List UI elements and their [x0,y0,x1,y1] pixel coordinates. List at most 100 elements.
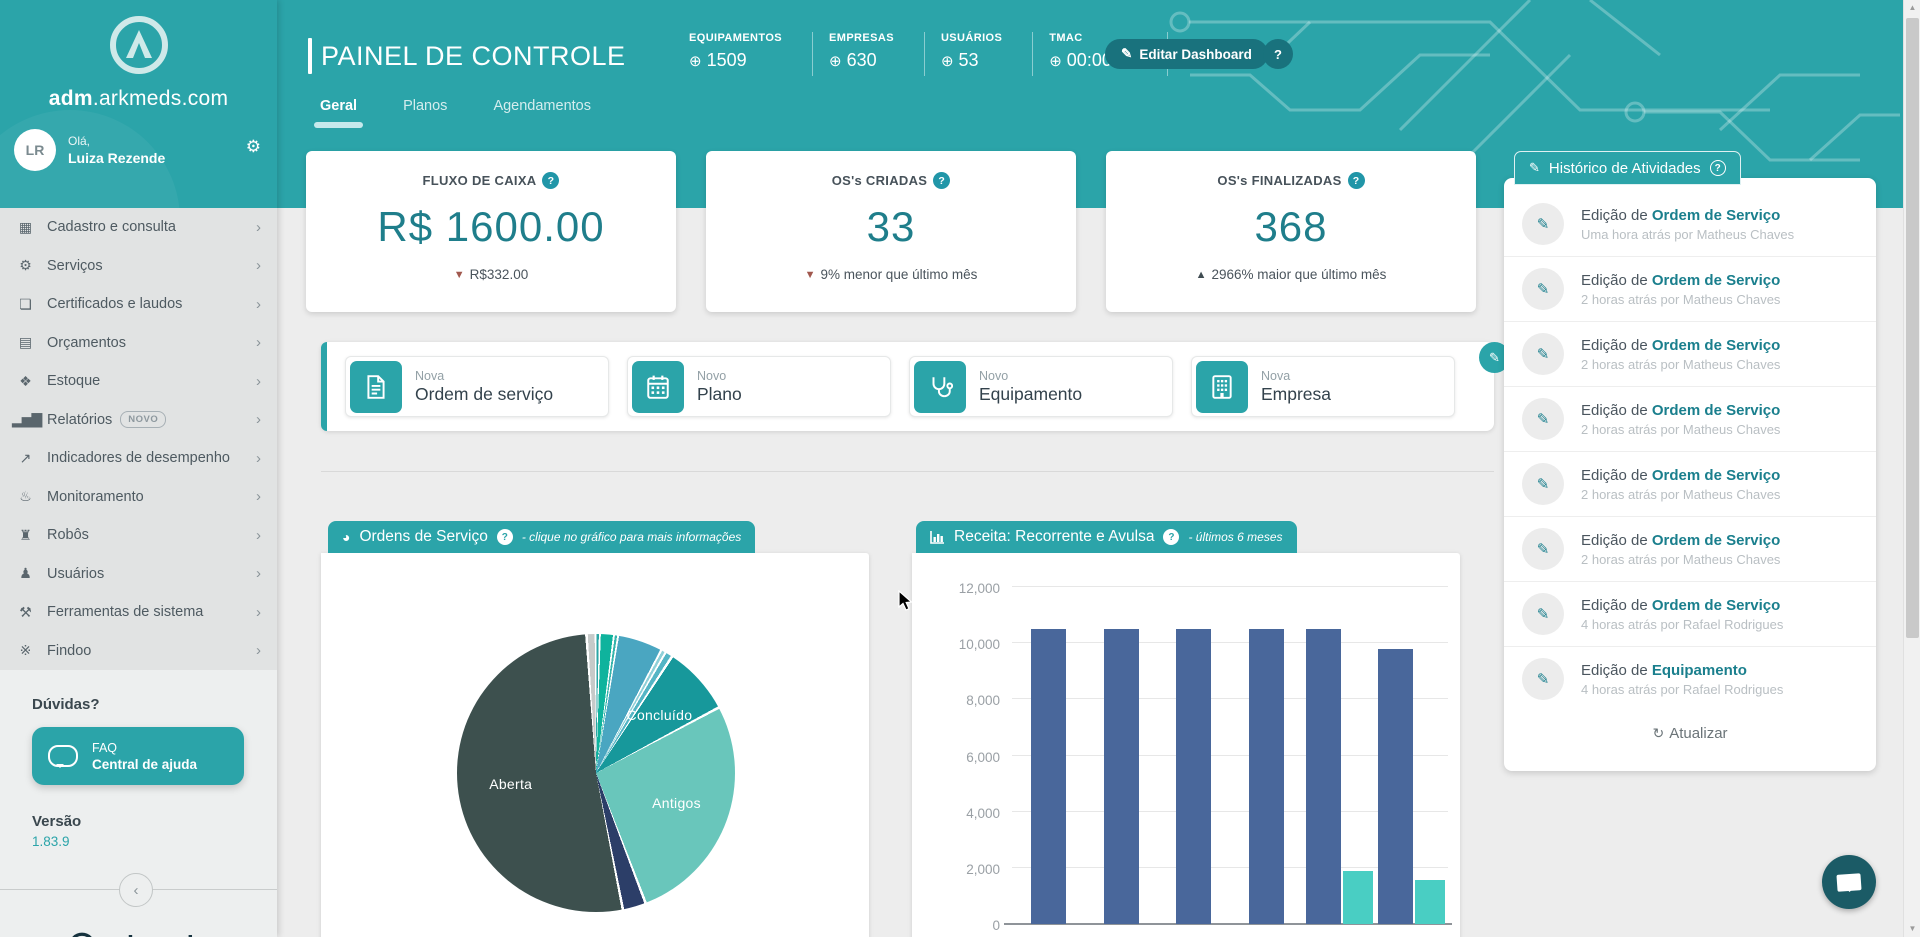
kpi-delta-text: R$332.00 [469,267,529,282]
bar-chart-title: Receita: Recorrente e Avulsa [954,528,1155,545]
arkmeds-footer-logo-icon [72,932,93,937]
tab-agendamentos[interactable]: Agendamentos [493,98,591,114]
activity-description: Edição de Ordem de Serviço [1581,336,1781,354]
activity-meta: 2 horas atrás por Matheus Chaves [1581,421,1781,437]
tab-planos[interactable]: Planos [403,98,448,114]
kpi-value: R$ 1600.00 [377,203,605,250]
reports-icon: ▂▅▇ [12,411,42,428]
refresh-icon: ↻ [1652,725,1665,741]
activity-meta: 4 horas atrás por Rafael Rodrigues [1581,616,1784,632]
quick-action-prefix: Novo [697,368,727,383]
chevron-right-icon: › [256,488,261,506]
sidebar-item-cadastro-e-consulta[interactable]: ▦ Cadastro e consulta › [0,208,277,247]
kpi-help-icon[interactable]: ? [1347,172,1365,189]
stat-label: EQUIPAMENTOS [689,32,783,44]
quick-action-equipamento[interactable]: Novo Equipamento [909,356,1173,417]
refresh-activities-button[interactable]: ↻ Atualizar [1652,725,1728,742]
pie-chart-subtitle: - clique no gráfico para mais informaçõe… [521,530,742,544]
activity-help-icon[interactable]: ? [1709,160,1726,176]
kpi-delta-text: 2966% maior que último mês [1211,267,1387,282]
orders-pie-chart[interactable]: Concluído Antigos Aberta [457,634,735,912]
kpi-title: OS's FINALIZADAS? [1106,172,1476,189]
version-value[interactable]: 1.83.9 [32,834,70,849]
dashboard-help-button[interactable]: ? [1263,39,1293,69]
sidebar-item-monitoramento[interactable]: ♨ Monitoramento › [0,478,277,517]
header-tabs: Geral Planos Agendamentos [313,98,591,128]
chevron-right-icon: › [256,257,261,275]
kpi-title: FLUXO DE CAIXA? [306,172,676,189]
quick-action-label: Equipamento [979,383,1083,404]
plus-circle-icon: ⊕ [689,52,702,70]
kpi-title-text: FLUXO DE CAIXA [422,173,537,188]
sidebar-item-servi-os[interactable]: ⚙ Serviços › [0,247,277,286]
triangle-up-icon: ▲ [1195,268,1207,281]
activity-description: Edição de Ordem de Serviço [1581,206,1781,224]
activity-texts: Edição de Ordem de Serviço 2 horas atrás … [1581,467,1780,502]
quick-action-plano[interactable]: Novo Plano [627,356,891,417]
quick-action-ordem-de-servi-o[interactable]: Nova Ordem de serviço [345,356,609,417]
bar-help-icon[interactable]: ? [1163,529,1180,545]
stat-value: ⊕ 1509 [689,50,782,71]
quick-actions-accent-bar [321,342,327,431]
brand-domain-rest: .arkmeds.com [92,87,229,110]
bar-chart-icon [930,531,944,544]
chat-widget-button[interactable] [1822,855,1876,909]
activity-panel: ✎ Edição de Ordem de Serviço Uma hora atrá… [1504,178,1876,771]
stat-value: ⊕ 53 [941,50,1002,71]
pencil-icon: ✎ [1522,463,1564,505]
pie-help-icon[interactable]: ? [496,529,513,545]
sidebar-item-relat-rios[interactable]: ▂▅▇ Relatórios NOVO › [0,401,277,440]
sidebar-item-or-amentos[interactable]: ▤ Orçamentos › [0,324,277,363]
collapse-sidebar-button[interactable]: ‹ [119,873,153,907]
scrollbar-thumb[interactable] [1906,18,1919,638]
sidebar-item-certificados-e-laudos[interactable]: ❏ Certificados e laudos › [0,285,277,324]
certificate-icon: ❏ [19,295,32,312]
sidebar-item-estoque[interactable]: ❖ Estoque › [0,362,277,401]
activity-target: Ordem de Serviço [1651,466,1781,484]
activity-description: Edição de Ordem de Serviço [1581,531,1781,549]
help-center-label: Central de ajuda [92,756,198,772]
revenue-bar-chart: 0 2,000 4,000 6,000 8,000 10,000 12,000 [959,581,1452,933]
quick-action-empresa[interactable]: Nova Empresa [1191,356,1455,417]
sidebar-item-label: Usuários [47,565,105,582]
user-name: Luiza Rezende [68,150,166,166]
sidebar-item-rob-s[interactable]: ♜ Robôs › [0,516,277,555]
page-scrollbar[interactable]: ▲ ▼ [1903,0,1920,937]
faq-help-button[interactable]: FAQ Central de ajuda [32,727,244,785]
triangle-down-icon: ▼ [453,268,465,281]
activity-target: Ordem de Serviço [1651,596,1781,614]
table-icon: ▦ [18,218,32,235]
kpi-help-icon[interactable]: ? [933,172,951,189]
tab-geral[interactable]: Geral [313,98,364,128]
user-greeting: Olá, [68,134,91,148]
sidebar-item-indicadores-de-desempenho[interactable]: ↗ Indicadores de desempenho › [0,439,277,478]
scroll-up-icon[interactable]: ▲ [1908,3,1917,12]
activity-description: Edição de Ordem de Serviço [1581,466,1781,484]
kpi-value: 368 [1254,203,1328,250]
circuit-decoration [1169,0,1900,162]
scroll-down-icon[interactable]: ▼ [1908,924,1917,933]
pie-chart-icon: ◕ [342,529,351,545]
y-axis-label: 0 [992,918,1000,933]
sidebar-item-findoo[interactable]: ※ Findoo › [0,632,277,671]
chevron-right-icon: › [256,642,261,660]
activity-meta: 2 horas atrás por Matheus Chaves [1581,356,1781,372]
activity-texts: Edição de Ordem de Serviço 2 horas atrás … [1581,402,1780,437]
edit-dashboard-button[interactable]: ✎ Editar Dashboard [1105,39,1268,69]
y-axis-label: 2,000 [966,861,1000,877]
version-label: Versão [32,813,82,830]
building-icon [1196,360,1248,413]
activity-item: ✎ Edição de Ordem de Serviço 2 horas atrás… [1504,516,1876,581]
settings-gear-icon[interactable]: ⚙ [245,137,261,156]
activity-target: Equipamento [1651,661,1747,679]
y-axis-label: 8,000 [966,693,1000,709]
pencil-icon: ✎ [1522,528,1564,570]
stat-value: ⊕ 630 [829,50,894,71]
network-icon: ※ [19,642,32,659]
activity-target: Ordem de Serviço [1651,206,1781,224]
sidebar-item-usu-rios[interactable]: ♟ Usuários › [0,555,277,594]
kpi-help-icon[interactable]: ? [542,172,560,189]
quick-action-label: Ordem de serviço [415,383,554,404]
arkmeds-logo-mark [0,0,277,81]
sidebar-item-ferramentas-de-sistema[interactable]: ⚒ Ferramentas de sistema › [0,593,277,632]
